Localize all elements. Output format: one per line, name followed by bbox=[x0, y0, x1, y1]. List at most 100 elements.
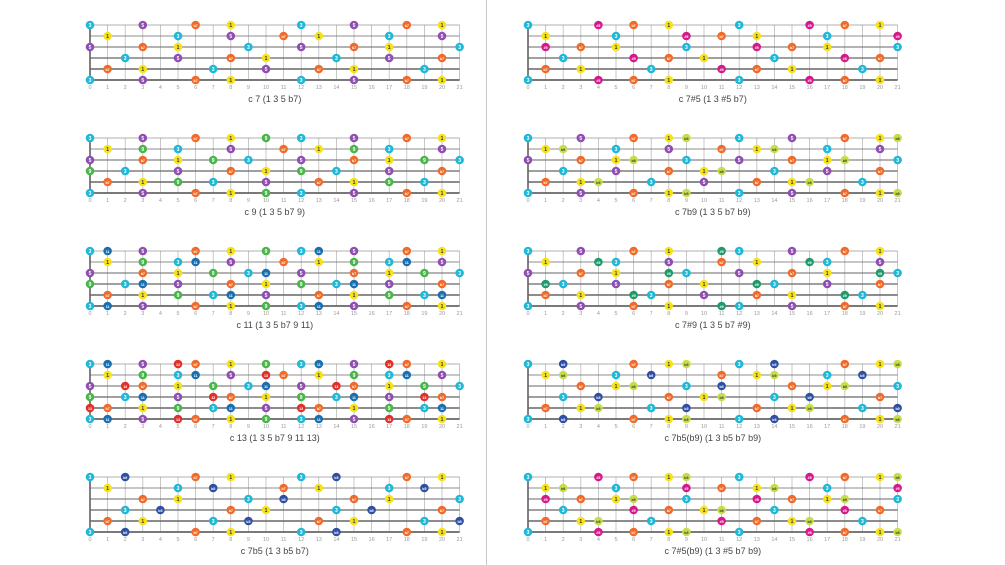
note-label: 13 bbox=[123, 385, 127, 389]
note-marker: b7 bbox=[717, 370, 726, 380]
note-dot bbox=[296, 359, 306, 369]
fretboard-c9: 0 1 2 3 4 5 6 7 8 9 10 11 12 13 14 15 16 17 18 19 20 213 5 b7 1 9… bbox=[85, 133, 464, 204]
note-dot bbox=[384, 42, 394, 52]
note-dot bbox=[523, 20, 533, 30]
note-label: 1 bbox=[441, 23, 444, 29]
fret-number: 17 bbox=[824, 424, 830, 430]
fret-number: 10 bbox=[263, 537, 269, 543]
note-dot bbox=[437, 392, 447, 402]
fret-number: 15 bbox=[351, 311, 357, 317]
note-dot bbox=[226, 279, 236, 289]
note-label: 1 bbox=[141, 180, 144, 186]
note-dot bbox=[103, 31, 112, 41]
note-dot bbox=[296, 75, 306, 85]
note-label: #5 bbox=[843, 57, 847, 61]
note-marker: 3 bbox=[296, 472, 306, 482]
note-dot bbox=[858, 516, 867, 526]
note-label: b7 bbox=[843, 250, 847, 254]
note-label: #5 bbox=[720, 520, 724, 524]
note-dot bbox=[85, 246, 95, 256]
note-label: 1 bbox=[791, 180, 794, 186]
fret-number: 3 bbox=[141, 85, 144, 91]
note-label: 9 bbox=[388, 406, 391, 412]
fret-number: 17 bbox=[386, 198, 392, 204]
note-label: 5 bbox=[300, 384, 303, 390]
note-marker: #9 bbox=[752, 279, 762, 289]
note-label: 3 bbox=[562, 282, 565, 288]
note-marker: #5 bbox=[682, 483, 691, 493]
note-label: b7 bbox=[631, 79, 635, 83]
fret-number: 20 bbox=[439, 537, 445, 543]
note-dot bbox=[523, 75, 533, 85]
note-dot bbox=[822, 381, 832, 391]
note-marker: 5 bbox=[261, 64, 271, 74]
note-label: b7 bbox=[317, 68, 321, 72]
note-label: 5 bbox=[353, 191, 356, 197]
note-label: 5 bbox=[89, 384, 92, 390]
note-label: #9 bbox=[667, 272, 671, 276]
note-label: 1 bbox=[826, 384, 829, 390]
note-marker: b9 bbox=[770, 483, 779, 493]
note-dot bbox=[173, 279, 183, 289]
note-label: 1 bbox=[615, 158, 618, 164]
note-marker: 1 bbox=[875, 527, 885, 537]
note-label: 3 bbox=[826, 260, 829, 266]
note-marker: 1 bbox=[664, 301, 674, 311]
note-dot bbox=[734, 268, 744, 278]
note-dot bbox=[787, 516, 797, 526]
note-dot bbox=[120, 505, 130, 515]
note-dot bbox=[611, 268, 621, 278]
note-marker: b5 bbox=[156, 505, 165, 515]
note-dot bbox=[594, 75, 603, 85]
note-marker: b7 bbox=[402, 20, 412, 30]
note-label: 11 bbox=[194, 261, 198, 265]
note-label: 1 bbox=[229, 417, 232, 423]
fret-number: 1 bbox=[544, 85, 547, 91]
note-label: 1 bbox=[579, 519, 582, 525]
note-marker: b7 bbox=[664, 166, 674, 176]
note-dot bbox=[664, 166, 674, 176]
note-dot bbox=[103, 144, 112, 154]
note-dot bbox=[875, 188, 885, 198]
note-dot bbox=[523, 246, 533, 256]
note-marker: b9 bbox=[558, 370, 568, 380]
note-dot bbox=[103, 370, 112, 380]
note-dot bbox=[787, 155, 797, 165]
note-label: b9 bbox=[807, 520, 811, 524]
note-label: 3 bbox=[89, 78, 92, 84]
note-label: 1 bbox=[229, 136, 232, 142]
fret-number: 4 bbox=[597, 537, 600, 543]
note-marker: 3 bbox=[208, 516, 218, 526]
note-label: 13 bbox=[387, 418, 391, 422]
note-dot bbox=[138, 20, 148, 30]
note-marker: 5 bbox=[261, 177, 271, 187]
note-label: 5 bbox=[388, 282, 391, 288]
note-dot bbox=[173, 381, 183, 391]
note-marker: b7 bbox=[875, 505, 885, 515]
note-marker: 3 bbox=[523, 301, 533, 311]
note-marker: 1 bbox=[226, 301, 236, 311]
note-marker: b7 bbox=[629, 414, 638, 424]
note-marker: 3 bbox=[646, 403, 656, 413]
note-dot bbox=[770, 166, 779, 176]
note-dot bbox=[402, 246, 412, 256]
note-label: 9 bbox=[212, 384, 215, 390]
fret-number: 14 bbox=[771, 198, 777, 204]
note-marker: b7 bbox=[629, 133, 638, 143]
note-label: b9 bbox=[596, 520, 600, 524]
note-dot bbox=[523, 359, 533, 369]
note-label: 3 bbox=[335, 282, 338, 288]
note-label: 1 bbox=[703, 508, 706, 514]
note-marker: 1 bbox=[875, 359, 885, 369]
note-marker: b7 bbox=[717, 257, 726, 267]
note-dot bbox=[629, 472, 638, 482]
note-marker: 3 bbox=[173, 144, 183, 154]
fret-number: 2 bbox=[124, 424, 127, 430]
note-label: b7 bbox=[405, 137, 409, 141]
note-label: 3 bbox=[124, 169, 127, 175]
note-label: 1 bbox=[667, 249, 670, 255]
note-label: b9 bbox=[807, 181, 811, 185]
note-marker: 1 bbox=[226, 527, 236, 537]
fret-number: 0 bbox=[526, 424, 529, 430]
note-label: 11 bbox=[141, 283, 145, 287]
